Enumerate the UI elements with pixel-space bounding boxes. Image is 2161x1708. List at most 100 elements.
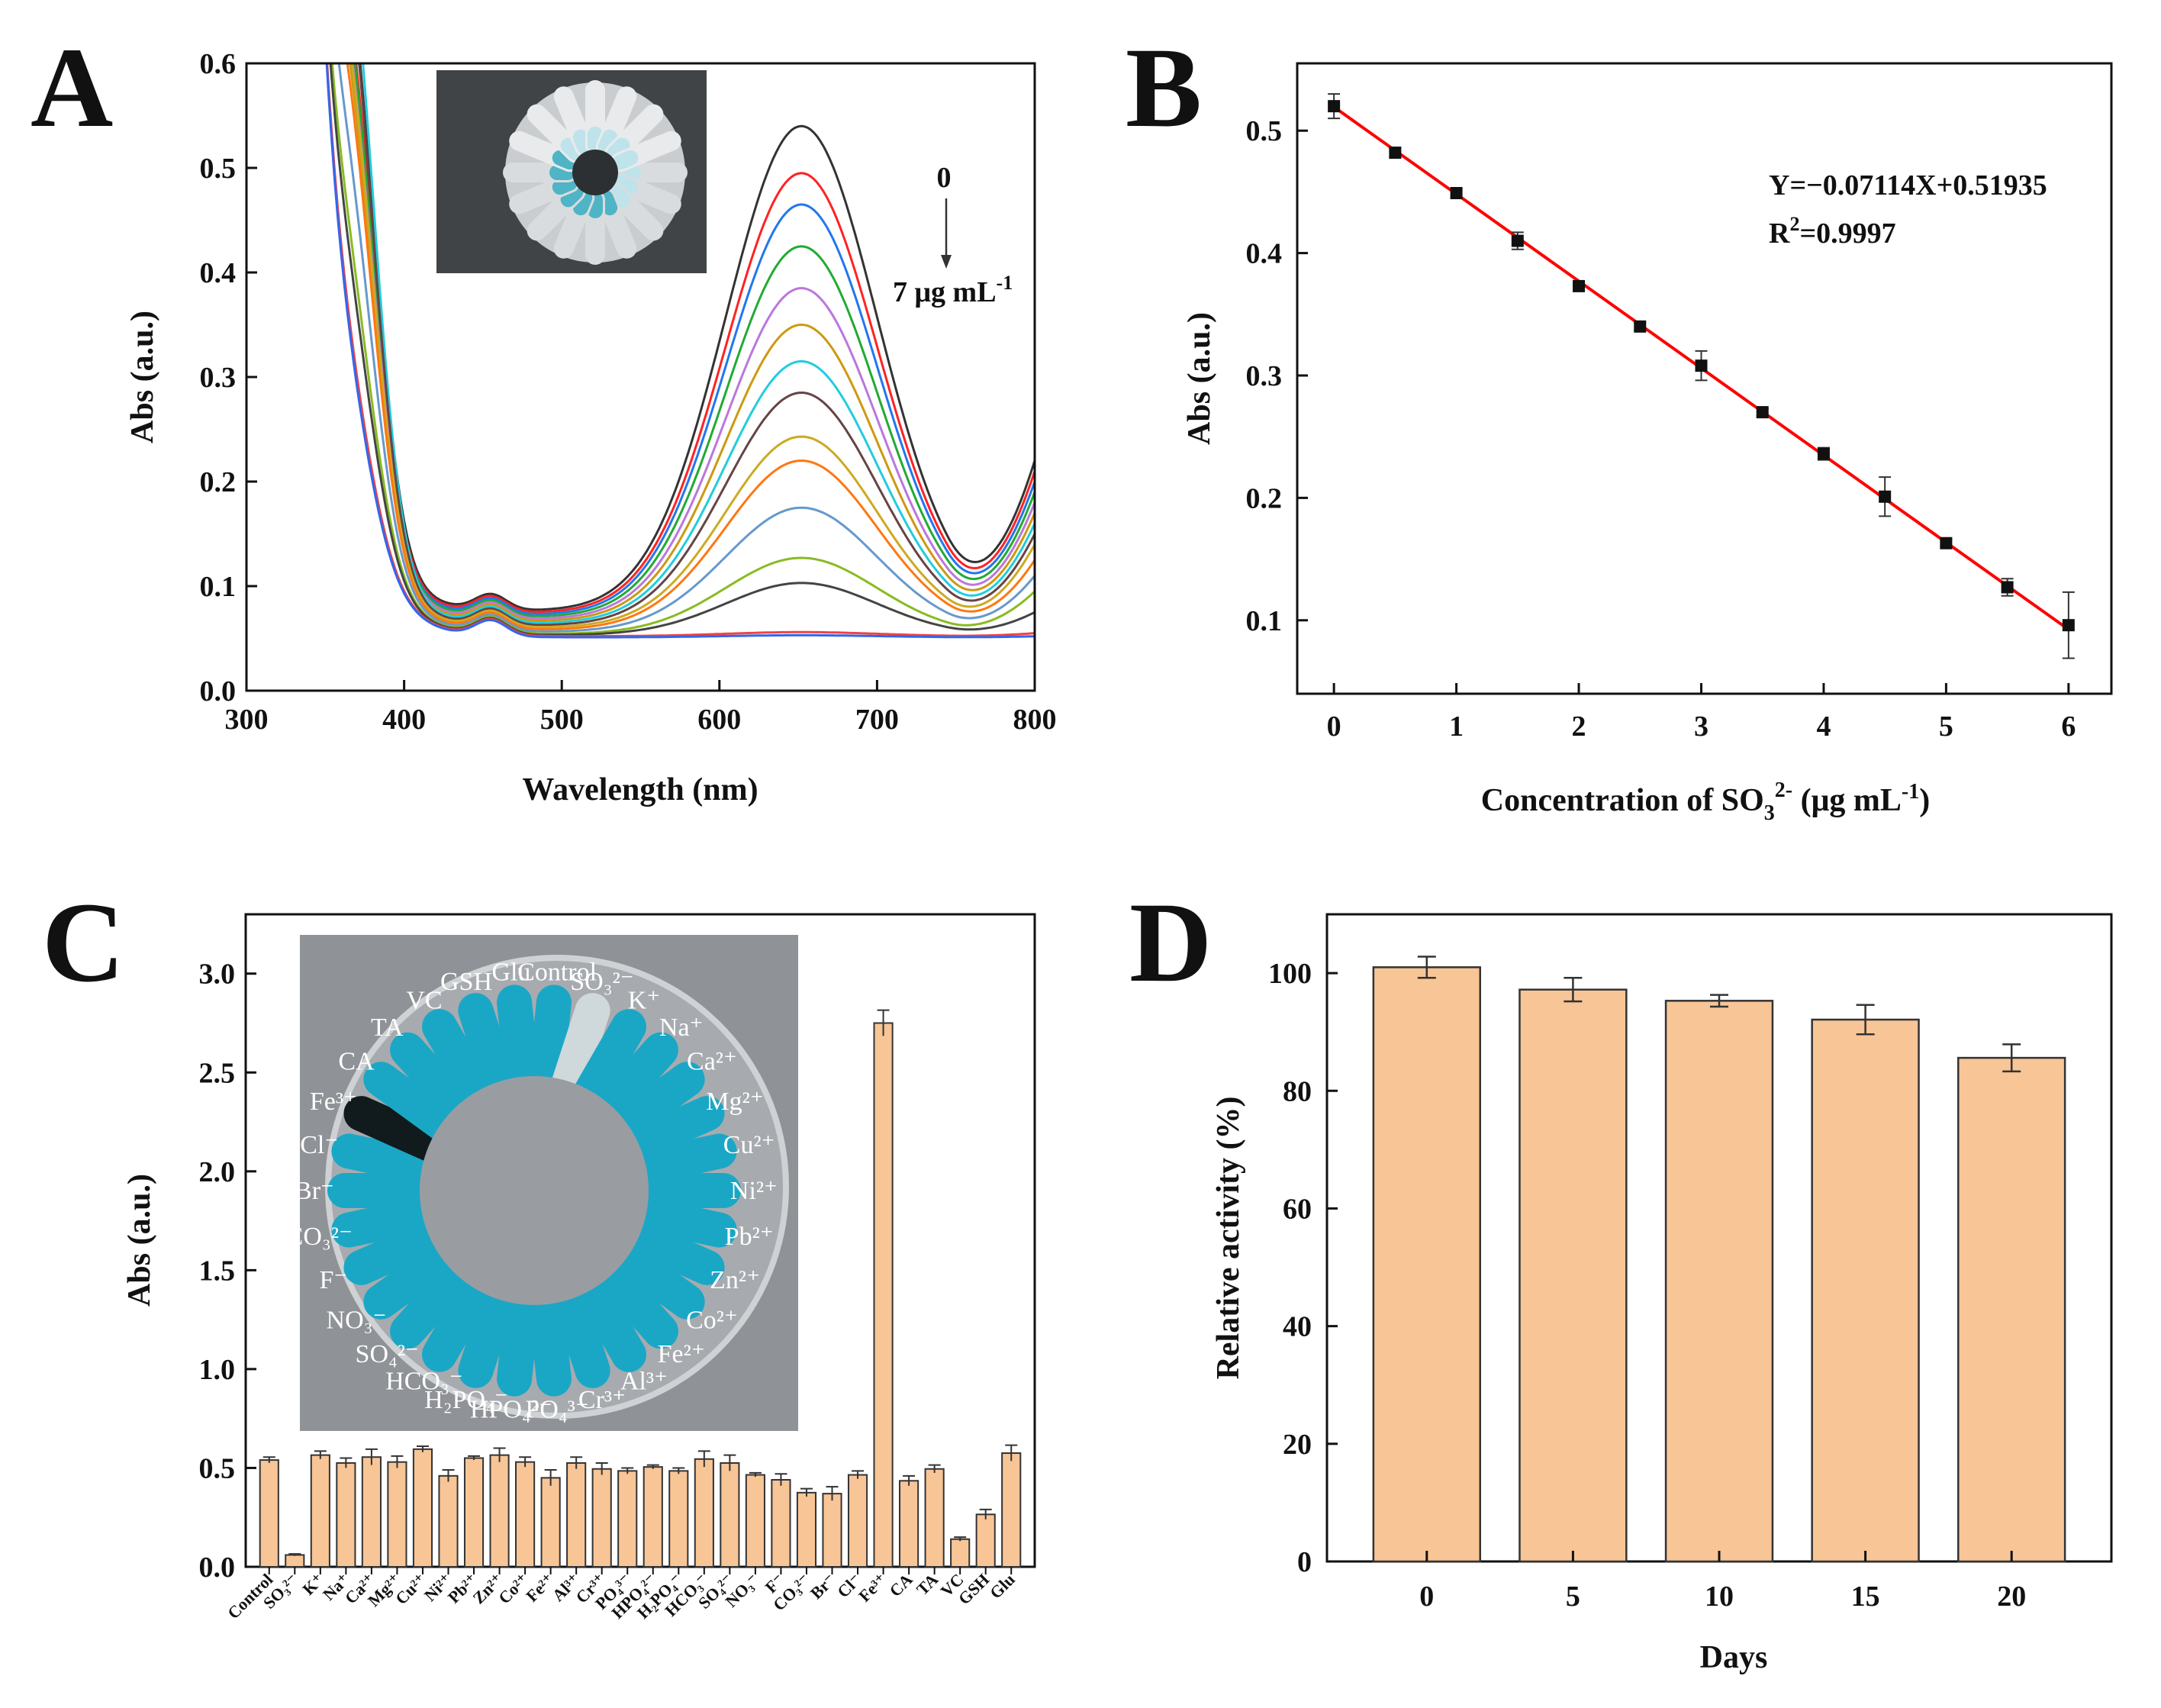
panel-b-frame	[1296, 62, 2113, 695]
panel-c-xtick-label-29: Glu	[986, 1570, 1019, 1603]
panel-d-ytick-label-4: 80	[1283, 1075, 1312, 1107]
panel-b-ytick-label-1: 0.2	[1246, 482, 1283, 514]
panel-b-point-4	[1573, 279, 1586, 292]
panel-a-ytick-label-6: 0.6	[200, 48, 237, 80]
panel-c-tube-29	[497, 985, 540, 1094]
panel-a-spectrum-9	[346, 63, 1035, 631]
panel-c-bar-20	[771, 1479, 791, 1568]
panel-c-tube-label-12: Al³⁺	[620, 1367, 668, 1395]
panel-b-r2: R2=0.9997	[1769, 213, 1896, 250]
panel-c-tube-15	[497, 1287, 540, 1397]
panel-c-bar-15	[643, 1466, 663, 1568]
panel-c-tube-6	[628, 1133, 737, 1184]
panel-c-tube-14	[528, 1287, 572, 1397]
panel-c-bar-23	[847, 1474, 868, 1568]
panel-c-tube-label-27: VC	[406, 987, 442, 1015]
panel-a-spectrum-12	[329, 63, 1035, 636]
panel-c-tube-24	[343, 1096, 447, 1162]
panel-a-arrow-bottom-label: 7 μg mL-1	[893, 272, 1013, 308]
panel-c-tube-21	[331, 1197, 440, 1248]
panel-c-bar-14	[617, 1470, 638, 1568]
panel-label-a: A	[31, 24, 113, 151]
panel-c-xtick-label-25: CA	[885, 1570, 916, 1600]
panel-d-ytick-label-3: 60	[1283, 1193, 1312, 1225]
panel-b-xtick-label-3: 3	[1694, 711, 1709, 743]
panel-c-tube-4	[609, 1062, 705, 1141]
panel-a-inset-tubes	[503, 80, 688, 265]
panel-c-bar-19	[745, 1474, 765, 1568]
panel-d-bar-4	[1957, 1056, 2066, 1563]
panel-d-xtick-label-4: 20	[1997, 1581, 2026, 1613]
panel-a-xtick-label-5: 800	[1013, 704, 1057, 736]
panel-b-point-0	[1328, 100, 1341, 113]
panel-c-bar-18	[720, 1461, 740, 1568]
panel-c-bar-28	[975, 1513, 996, 1568]
panel-a-tube-liquid-11	[572, 129, 593, 155]
panel-b-point-9	[1879, 490, 1892, 503]
panel-b-xtick-label-6: 6	[2061, 711, 2076, 743]
panel-a-xtick-label-4: 700	[855, 704, 899, 736]
panel-a-tube-liquid-15	[613, 150, 639, 170]
panel-c-tube-label-29: Glu	[491, 959, 530, 987]
panel-a-spectrum-0	[359, 63, 1035, 611]
panel-c-tube-label-5: Mg²⁺	[706, 1088, 763, 1116]
panel-b-xtick-label-1: 1	[1449, 711, 1464, 743]
panel-b-point-11	[2001, 581, 2014, 594]
panel-a-tube-liquid-1	[613, 175, 639, 195]
panel-c-tube-13	[552, 1281, 610, 1388]
panel-b-ytick-label-4: 0.5	[1246, 115, 1283, 147]
panel-c-tube-2	[574, 1009, 646, 1110]
panel-c-bar-21	[796, 1491, 817, 1568]
panel-b-xtick-label-0: 0	[1327, 711, 1341, 743]
panel-c-tube-label-16: H₂PO₄⁻	[424, 1386, 508, 1414]
panel-b-ytick-label-2: 0.3	[1246, 360, 1283, 392]
panel-b-ytick-label-0: 0.1	[1246, 605, 1283, 637]
panel-a: 300 400 500 600 700 8000.00.10.20.30.40.50.6 …	[125, 48, 1057, 807]
panel-c-tube-label-14: PO₄³⁻	[525, 1395, 588, 1423]
panel-c-tube-label-6: Cu²⁺	[723, 1131, 775, 1159]
panel-c-tube-label-8: Pb²⁺	[725, 1223, 774, 1251]
panel-b-plot	[1328, 93, 2075, 659]
panel-a-tube-liquid-6	[560, 184, 584, 208]
panel-c-tube-label-23: Cl⁻	[300, 1131, 338, 1159]
panel-c-tube-label-20: F⁻	[319, 1266, 347, 1294]
panel-c-tube-label-1: SO₃²⁻	[570, 968, 633, 996]
panel-c-tube-9	[621, 1220, 725, 1285]
panel-c-ytick-label-6: 3.0	[199, 959, 236, 991]
panel-b-point-1	[1389, 147, 1402, 160]
panel-a-curves	[325, 63, 1035, 639]
panel-a-ticks: 300 400 500 600 700 800 0.0 0.1 0.2 0.3 0.4 0.5 0.6	[200, 48, 1057, 736]
panel-c-tube-label-19: NO₃⁻	[327, 1306, 387, 1334]
panel-c-bar-7	[438, 1474, 459, 1568]
panel-c-ytick-label-4: 2.0	[199, 1156, 236, 1188]
panel-a-tube-liquid-13	[597, 129, 618, 155]
panel-d-ytick-label-5: 100	[1268, 958, 1312, 990]
panel-b-point-10	[1940, 537, 1953, 549]
panel-c-tube-0	[528, 985, 572, 1094]
panel-a-tube-liquid-2	[607, 184, 630, 208]
panel-c-bar-29	[1001, 1452, 1022, 1568]
panel-b-ticks: 0 1 2 3 4 5 6 0.1 0.2 0.3 0.4 0.5	[1246, 115, 2076, 743]
panel-a-inset-photo	[436, 70, 707, 273]
panel-a-spectrum-11	[330, 63, 1035, 635]
panel-c-tube-label-3: Na⁺	[659, 1014, 704, 1042]
panel-c-tube-label-17: HCO₃⁻	[385, 1367, 463, 1395]
panel-c-tube-28	[458, 993, 517, 1100]
panel-label-c: C	[42, 879, 124, 1006]
panel-a-tube-liquid-10	[560, 137, 584, 161]
panel-c-tube-12	[574, 1271, 646, 1372]
panel-d-ytick-label-2: 40	[1283, 1311, 1312, 1343]
panel-c-inset-tubes	[327, 985, 741, 1397]
panel-c-tube-16	[458, 1281, 517, 1388]
panel-a-spectrum-10	[337, 63, 1035, 633]
panel-a-spectrum-7	[358, 63, 1035, 627]
panel-c-bar-17	[694, 1458, 714, 1568]
panel-c-bar-13	[591, 1468, 612, 1568]
panel-c-tube-label-22: Br⁻	[295, 1177, 334, 1205]
panel-c-tube-label-9: Zn²⁺	[710, 1266, 760, 1294]
panel-b-ylabel: Abs (a.u.)	[1182, 312, 1217, 445]
panel-c-tube-label-13: Cr³⁺	[578, 1386, 626, 1414]
panel-d-ytick-label-0: 0	[1297, 1546, 1312, 1578]
